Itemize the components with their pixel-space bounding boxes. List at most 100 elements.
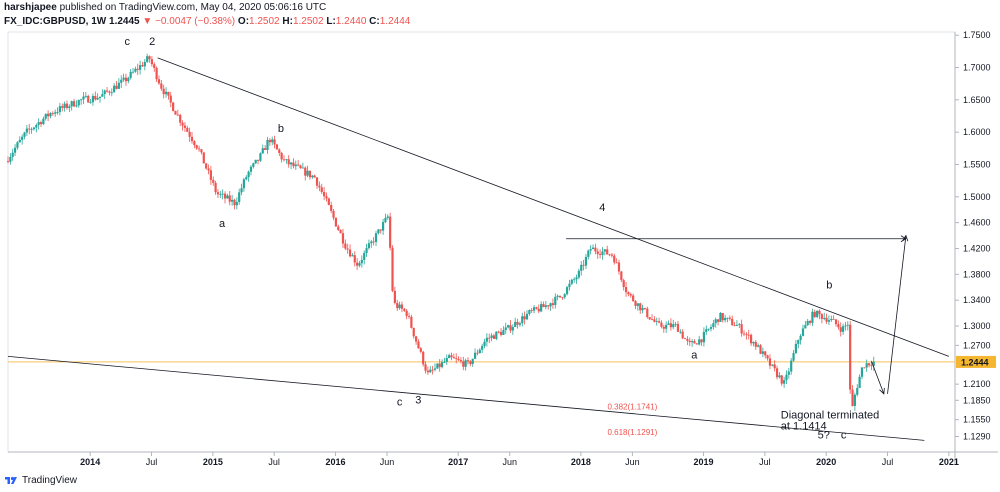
- price-change: −0.0047 (−0.38%): [155, 16, 236, 27]
- candle-body: [462, 361, 465, 367]
- candle-body: [54, 112, 57, 114]
- close-value: 1.2444: [379, 16, 411, 27]
- candle-body: [110, 92, 113, 94]
- candle-body: [405, 310, 408, 316]
- x-tick-label: 2016: [326, 457, 346, 467]
- candle-body: [521, 316, 524, 324]
- close-label: C:: [369, 16, 380, 27]
- candle-body: [56, 112, 59, 113]
- candle-body: [35, 124, 38, 128]
- candle-body: [813, 311, 816, 317]
- candle-body: [23, 132, 26, 137]
- candle-body: [714, 319, 717, 324]
- candle-body: [667, 323, 670, 325]
- candle-body: [863, 367, 866, 369]
- candle-body: [808, 320, 812, 323]
- candle-body: [450, 355, 453, 358]
- x-tick-label: 2014: [80, 457, 100, 467]
- low-value: 1.2440: [335, 16, 367, 27]
- y-tick-label: 1.4600: [963, 218, 991, 228]
- candle-body: [837, 324, 840, 328]
- candle-body: [275, 144, 279, 150]
- candle-body: [540, 304, 543, 312]
- candle-body: [448, 355, 451, 359]
- y-tick-label: 1.7500: [963, 30, 991, 40]
- candle-body: [141, 65, 144, 67]
- candle-body: [443, 361, 446, 363]
- candle-body: [617, 262, 621, 272]
- candle-body: [205, 163, 208, 169]
- candle-body: [32, 127, 36, 130]
- forecast-arrow: [871, 361, 885, 394]
- candle-body: [389, 216, 392, 248]
- candle-body: [608, 254, 611, 256]
- candle-body: [105, 90, 109, 92]
- candle-body: [127, 77, 130, 82]
- candle-body: [457, 358, 460, 361]
- candle-body: [226, 195, 229, 199]
- candle-body: [634, 301, 637, 306]
- candle-body: [242, 179, 246, 189]
- candle-body: [695, 343, 698, 345]
- candle-body: [259, 153, 262, 161]
- candle-body: [256, 159, 260, 161]
- candle-body: [332, 210, 335, 218]
- candle-body: [429, 369, 432, 373]
- candle-body: [849, 324, 852, 390]
- candle-body: [327, 198, 330, 205]
- candle-body: [700, 339, 703, 343]
- candle-body: [299, 165, 302, 169]
- candle-body: [377, 229, 380, 234]
- candle-body: [679, 331, 682, 333]
- candle-body: [563, 294, 566, 298]
- candle-body: [207, 168, 210, 171]
- candle-body: [233, 199, 236, 206]
- candle-body: [174, 111, 177, 115]
- x-tick-label: 2015: [203, 457, 223, 467]
- wave-label: 3: [415, 395, 421, 407]
- candle-body: [254, 159, 257, 164]
- candle-body: [568, 283, 571, 288]
- candle-body: [827, 320, 831, 322]
- candle-body: [488, 337, 491, 339]
- candle-body: [794, 343, 798, 354]
- candle-body: [115, 85, 118, 89]
- x-tick-label: Jul: [759, 457, 771, 467]
- published-text: published on TradingView.com, May 04, 20…: [59, 2, 327, 13]
- candle-body: [30, 129, 33, 130]
- candle-body: [641, 308, 644, 311]
- candle-body: [167, 91, 170, 96]
- candle-body: [410, 316, 413, 328]
- candle-body: [599, 254, 602, 255]
- y-tick-label: 1.6500: [963, 95, 991, 105]
- candle-body: [551, 303, 555, 305]
- candle-body: [686, 339, 689, 341]
- candle-body: [761, 351, 764, 354]
- candle-body: [381, 222, 385, 231]
- candle-body: [639, 303, 642, 311]
- candle-body: [646, 308, 649, 318]
- candle-body: [771, 364, 774, 366]
- candle-body: [9, 156, 12, 162]
- candle-body: [245, 177, 248, 180]
- candle-body: [268, 139, 271, 143]
- arrow-head: [902, 234, 909, 242]
- candle-body: [424, 364, 427, 371]
- candle-body: [72, 101, 76, 107]
- candle-body: [346, 248, 349, 250]
- candle-body: [87, 95, 90, 103]
- candle-body: [330, 204, 333, 211]
- candle-body: [240, 188, 243, 193]
- candle-body: [589, 249, 592, 251]
- author-name[interactable]: harshjapee: [4, 2, 57, 13]
- candle-body: [613, 255, 616, 263]
- candle-body: [691, 341, 694, 343]
- candle-body: [96, 98, 99, 100]
- candle-body: [153, 64, 156, 68]
- candle-body: [530, 310, 533, 311]
- candle-body: [80, 99, 83, 101]
- brand-label[interactable]: TradingView: [22, 474, 78, 486]
- y-tick-label: 1.3400: [963, 295, 991, 305]
- candle-body: [702, 331, 706, 343]
